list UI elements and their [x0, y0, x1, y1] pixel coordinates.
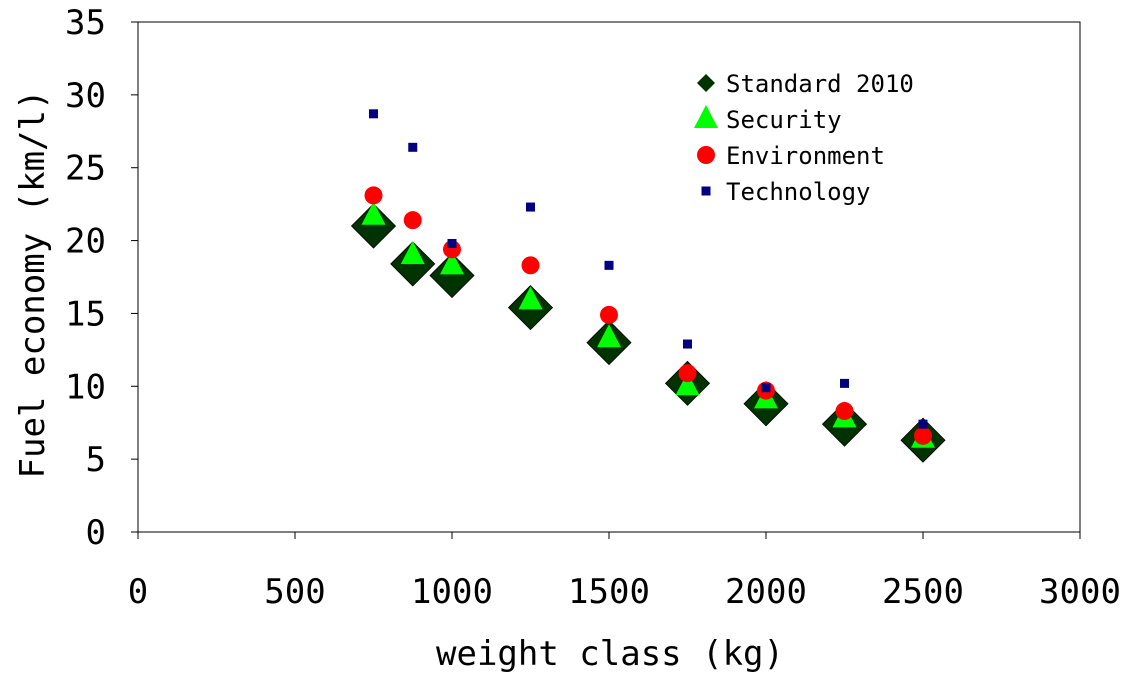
x-tick-label: 1000: [411, 572, 493, 612]
legend-symbol: [694, 105, 718, 128]
data-point-circle: [521, 256, 540, 275]
x-tick-label: 0: [128, 572, 148, 612]
y-tick-label: 25: [65, 149, 106, 189]
axes: 0 5 10 15 20 25 30 35 0 500 1000 1500 2000 2500 3000: [65, 3, 1121, 612]
data-point-circle: [364, 186, 383, 205]
data-point-circle: [914, 426, 932, 445]
data-marks: [350, 109, 946, 463]
legend-label: Environment: [726, 142, 885, 170]
legend: Standard 2010 Security Environment Technolo…: [694, 70, 914, 206]
data-point-square: [604, 260, 614, 270]
data-point-circle: [835, 402, 854, 421]
data-point-square: [840, 378, 849, 388]
legend-symbol: [701, 186, 711, 196]
x-tick-label: 2000: [725, 572, 807, 612]
legend-symbol: [697, 74, 715, 92]
y-tick-label: 15: [65, 294, 106, 334]
data-point-circle: [678, 364, 697, 383]
data-point-triangle: [361, 201, 386, 225]
legend-symbol: [697, 146, 715, 164]
x-tick-label: 500: [264, 572, 325, 612]
y-tick-label: 5: [86, 440, 106, 480]
legend-label: Standard 2010: [726, 70, 914, 98]
data-point-circle: [403, 211, 422, 230]
data-point-triangle: [518, 286, 543, 310]
y-tick-label: 10: [65, 367, 106, 407]
data-point-circle: [600, 305, 618, 324]
series-diamond: [350, 203, 946, 463]
legend-label: Technology: [726, 178, 871, 206]
x-tick-label: 3000: [1039, 572, 1121, 612]
data-point-square: [369, 109, 378, 119]
data-point-square: [761, 383, 771, 393]
y-tick-label: 0: [86, 513, 106, 553]
x-axis-title: weight class (kg): [436, 634, 784, 673]
data-point-diamond: [350, 203, 397, 249]
y-axis-title: Fuel economy (km/l): [13, 90, 53, 479]
legend-label: Security: [726, 106, 842, 134]
data-point-square: [447, 238, 457, 248]
data-point-square: [918, 419, 928, 429]
data-point-square: [408, 142, 418, 152]
data-point-square: [526, 202, 535, 212]
x-tick-label: 2500: [882, 572, 964, 612]
series-circle: [364, 186, 932, 445]
legend-entry: Technology: [701, 178, 871, 206]
data-point-square: [683, 339, 692, 349]
legend-entry: Environment: [697, 142, 885, 170]
data-point-triangle: [440, 251, 464, 275]
y-tick-label: 35: [65, 3, 106, 43]
data-point-diamond: [429, 252, 475, 299]
data-point-triangle: [400, 241, 425, 265]
y-tick-label: 20: [65, 222, 106, 262]
data-point-triangle: [597, 324, 621, 348]
data-point-triangle: [675, 372, 700, 396]
legend-entry: Standard 2010: [697, 70, 914, 98]
x-tick-label: 1500: [568, 572, 650, 612]
y-tick-label: 30: [65, 76, 106, 116]
series-square: [369, 109, 928, 429]
plot-frame: [137, 21, 1081, 533]
legend-entry: Security: [694, 105, 842, 134]
